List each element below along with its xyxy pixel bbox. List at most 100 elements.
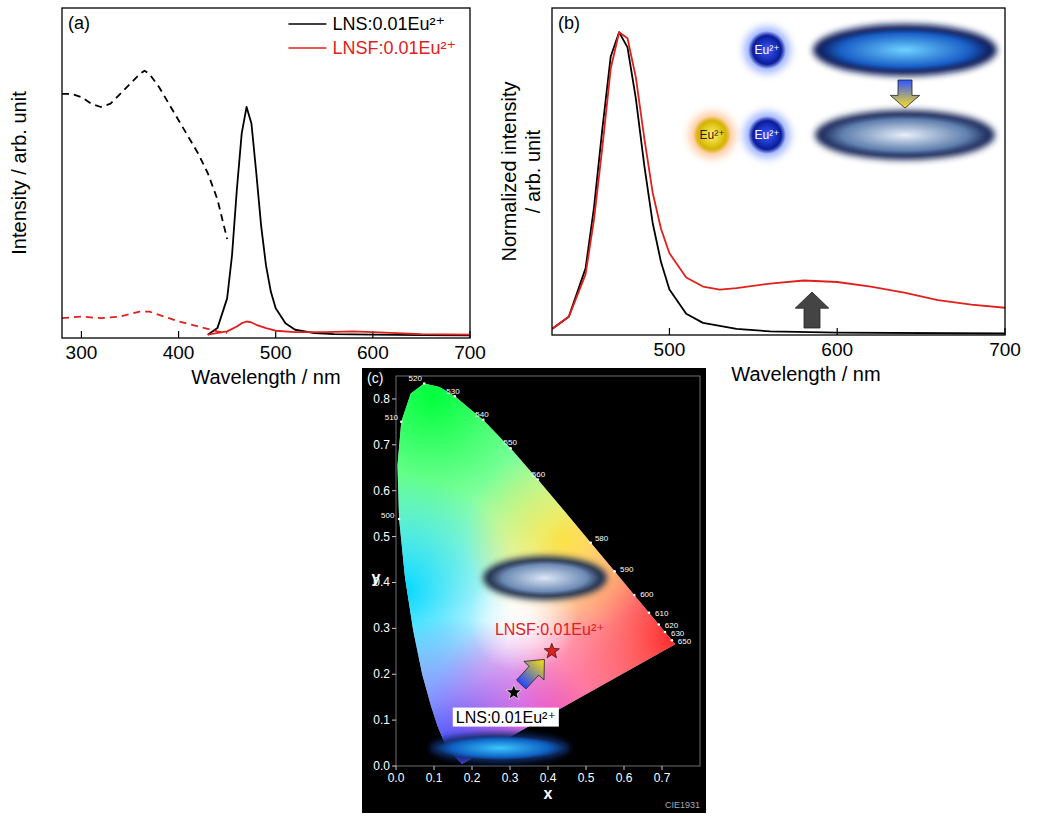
- wavelength-label: 520: [409, 374, 423, 383]
- x-tick-label: 300: [66, 342, 98, 363]
- x-tick: [178, 331, 179, 338]
- x-tick-label: 0.0: [388, 771, 405, 785]
- point-star: [544, 643, 559, 658]
- x-tick: [396, 766, 397, 770]
- photo-shadow: [430, 733, 570, 763]
- locus-point: [664, 631, 667, 634]
- panel-label: (b): [558, 13, 580, 33]
- photo: [436, 736, 564, 760]
- plot-frame: [62, 8, 470, 338]
- locus-fill: [397, 383, 675, 763]
- locus-fill: [397, 383, 675, 763]
- ion-label: Eu²⁺: [754, 43, 779, 57]
- y-tick: [392, 766, 396, 767]
- transition-arrow: [890, 80, 919, 108]
- point-label: LNSF:0.01Eu²⁺: [495, 621, 605, 638]
- x-tick: [837, 328, 838, 335]
- photo-shadow: [483, 556, 607, 600]
- y-tick-label: 0.6: [373, 484, 390, 498]
- legend-label: LNSF:0.01Eu²⁺: [332, 38, 456, 58]
- x-tick-label: 0.3: [502, 771, 519, 785]
- photo-shadow: [813, 24, 997, 76]
- panel-label: (a): [68, 13, 90, 33]
- series-line: [62, 71, 227, 239]
- x-tick: [548, 766, 549, 770]
- locus-fill: [397, 383, 675, 763]
- legend-swatch: [288, 23, 326, 25]
- x-tick-label: 0.7: [654, 771, 671, 785]
- x-tick-label: 500: [654, 339, 686, 360]
- locus-point: [589, 541, 592, 544]
- y-tick-label: 0.0: [373, 759, 390, 773]
- y-tick: [392, 628, 396, 629]
- locus-point: [509, 447, 512, 450]
- x-tick-label: 0.5: [578, 771, 595, 785]
- y-axis-title: Intensity / arb. unit: [8, 91, 30, 255]
- x-tick-label: 700: [454, 342, 486, 363]
- x-tick-label: 0.1: [426, 771, 443, 785]
- y-tick: [392, 582, 396, 583]
- x-tick: [624, 766, 625, 770]
- wavelength-label: 510: [385, 413, 399, 422]
- x-axis-title: Wavelength / nm: [191, 366, 340, 388]
- x-tick: [434, 766, 435, 770]
- panel: 0.00.10.20.30.40.50.60.70.00.10.20.30.40…: [362, 368, 706, 813]
- locus-fill: [397, 383, 675, 763]
- x-axis-title: Wavelength / nm: [731, 363, 880, 385]
- locus-point: [671, 639, 674, 642]
- series-line: [62, 312, 227, 333]
- plot-frame: [396, 376, 700, 766]
- y-tick-label: 0.3: [373, 621, 390, 635]
- wavelength-label: 580: [595, 534, 609, 543]
- series-line: [208, 322, 470, 335]
- legend-swatch: [288, 47, 326, 49]
- locus-point: [648, 611, 651, 614]
- locus-point: [398, 518, 401, 521]
- wavelength-label: 540: [475, 410, 489, 419]
- ion: [748, 31, 786, 69]
- y-axis-title: Normalized intensity: [498, 81, 520, 261]
- series-line: [552, 32, 1005, 333]
- locus-point: [423, 382, 426, 385]
- y-tick-label: 0.1: [373, 713, 390, 727]
- ion-label: Eu²⁺: [754, 128, 779, 142]
- locus-fill: [397, 383, 675, 763]
- x-tick-label: 0.2: [464, 771, 481, 785]
- plot-frame: [552, 8, 1005, 335]
- photo-shadow: [815, 110, 995, 160]
- y-tick-label: 0.5: [373, 530, 390, 544]
- wavelength-label: 600: [640, 590, 654, 599]
- y-axis-title: / arb. unit: [522, 129, 544, 213]
- marker-group: [506, 643, 559, 699]
- y-tick-label: 0.8: [373, 392, 390, 406]
- locus-point: [657, 623, 660, 626]
- wavelength-label: 560: [532, 470, 546, 479]
- data-group: [397, 383, 675, 763]
- locus-point: [400, 420, 403, 423]
- ion: [693, 116, 731, 154]
- ion: [748, 116, 786, 154]
- x-tick-label: 500: [260, 342, 292, 363]
- wavelength-label: 650: [678, 637, 692, 646]
- label-patch: [453, 708, 559, 727]
- x-tick-label: 400: [163, 342, 195, 363]
- x-tick-label: 600: [821, 339, 853, 360]
- x-tick-label: 0.4: [540, 771, 557, 785]
- panel-label: (c): [367, 370, 383, 386]
- wavelength-label: 610: [655, 609, 669, 618]
- legend: LNS:0.01Eu²⁺LNSF:0.01Eu²⁺: [288, 14, 456, 58]
- y-axis-title: y: [372, 569, 381, 586]
- y-tick: [392, 536, 396, 537]
- y-tick-label: 0.7: [373, 438, 390, 452]
- wavelength-label: 590: [620, 565, 634, 574]
- point-label: LNS:0.01Eu²⁺: [456, 709, 556, 726]
- locus-point: [633, 594, 636, 597]
- x-tick: [81, 331, 82, 338]
- locus-point: [613, 570, 616, 573]
- x-tick: [510, 766, 511, 770]
- photo: [819, 28, 991, 72]
- ion-glow: [744, 112, 790, 158]
- series-line: [208, 107, 470, 335]
- y-tick: [392, 674, 396, 675]
- locus-fill: [397, 383, 675, 763]
